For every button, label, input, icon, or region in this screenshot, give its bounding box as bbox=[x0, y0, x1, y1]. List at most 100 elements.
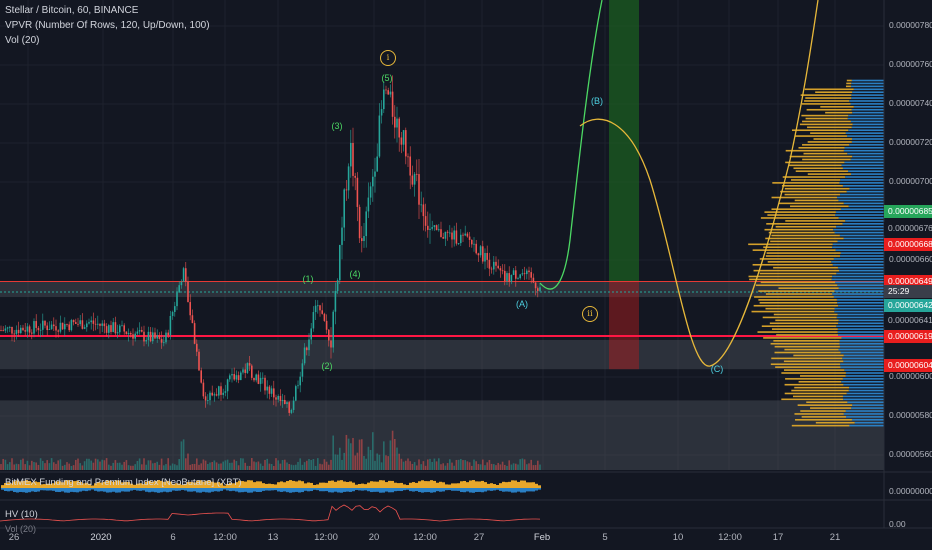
time-axis-label: 5 bbox=[602, 532, 608, 543]
volume-bar bbox=[145, 464, 147, 470]
vpvr-bar-up bbox=[769, 322, 839, 325]
candle-body bbox=[242, 369, 244, 373]
premium-bar bbox=[421, 488, 424, 493]
vpvr-bar-down bbox=[840, 366, 884, 368]
premium-bar bbox=[160, 488, 163, 493]
vpvr-bar-down bbox=[841, 337, 884, 339]
premium-bar bbox=[442, 488, 445, 492]
funding-bar bbox=[361, 483, 364, 488]
funding-bar bbox=[370, 481, 373, 488]
candle-body bbox=[17, 329, 20, 334]
funding-bar bbox=[199, 480, 202, 488]
volume-bar bbox=[462, 460, 464, 470]
candle-body bbox=[314, 305, 317, 313]
candle-body bbox=[26, 326, 29, 332]
funding-bar bbox=[367, 482, 370, 488]
premium-bar bbox=[511, 488, 514, 493]
volume-bar bbox=[427, 459, 429, 470]
vpvr-bar-down bbox=[851, 126, 884, 129]
funding-bar bbox=[262, 483, 265, 488]
volume-bar bbox=[341, 459, 343, 470]
volume-legend[interactable]: Vol (20) bbox=[5, 35, 40, 46]
funding-bar bbox=[409, 482, 412, 488]
candle-body bbox=[451, 232, 453, 240]
vpvr-bar-up bbox=[845, 85, 851, 88]
premium-bar bbox=[415, 488, 418, 492]
vpvr-bar-up bbox=[790, 205, 849, 208]
candle-body bbox=[330, 340, 332, 348]
vpvr-bar-up bbox=[752, 249, 836, 251]
vpvr-bar-up bbox=[820, 106, 854, 108]
volume-bar bbox=[270, 464, 273, 470]
bottom-volume-legend[interactable]: Vol (20) bbox=[5, 524, 37, 534]
candle-body bbox=[365, 211, 367, 237]
volume-bar bbox=[376, 453, 378, 470]
volume-bar bbox=[306, 460, 308, 470]
vpvr-bar-down bbox=[835, 249, 884, 251]
candle-body bbox=[90, 320, 92, 323]
candle-body bbox=[444, 231, 447, 239]
volume-bar bbox=[83, 461, 86, 470]
premium-bar bbox=[280, 488, 283, 492]
volume-bar bbox=[163, 465, 165, 470]
volume-bar bbox=[515, 463, 517, 470]
hv-legend[interactable]: HV (10) bbox=[5, 509, 38, 520]
vpvr-bar-down bbox=[849, 144, 884, 146]
funding-bar bbox=[25, 480, 28, 488]
volume-bar bbox=[196, 458, 198, 470]
funding-bar bbox=[457, 483, 460, 488]
funding-bar bbox=[352, 482, 355, 488]
vpvr-bar-up bbox=[785, 378, 843, 380]
premium-bar bbox=[433, 488, 436, 493]
volume-bar bbox=[374, 460, 376, 470]
vpvr-bar-up bbox=[806, 401, 848, 404]
premium-bar bbox=[346, 488, 349, 492]
vpvr-bar-up bbox=[794, 199, 839, 202]
volume-bar bbox=[284, 459, 286, 470]
candle-body bbox=[198, 351, 200, 371]
premium-bar bbox=[238, 488, 241, 493]
candle-body bbox=[233, 374, 235, 380]
funding-bar bbox=[145, 481, 148, 488]
funding-bar bbox=[499, 483, 502, 488]
volume-bar bbox=[220, 463, 222, 470]
vpvr-legend[interactable]: VPVR (Number Of Rows, 120, Up/Down, 100) bbox=[5, 20, 210, 31]
funding-bar bbox=[475, 481, 478, 488]
funding-legend[interactable]: BitMEX Funding and Premium Index [NeoBut… bbox=[5, 477, 242, 488]
candle-body bbox=[537, 288, 539, 291]
vpvr-bar-up bbox=[764, 211, 836, 213]
candle-body bbox=[209, 392, 211, 401]
wave-label: (A) bbox=[516, 299, 528, 309]
vpvr-bar-up bbox=[771, 357, 843, 360]
candle-body bbox=[290, 409, 293, 413]
vpvr-bar-down bbox=[845, 372, 884, 374]
volume-bar bbox=[101, 459, 103, 470]
premium-bar bbox=[361, 488, 364, 491]
vpvr-bar-up bbox=[785, 149, 844, 152]
volume-bar bbox=[237, 465, 240, 470]
volume-bar bbox=[72, 465, 75, 470]
candle-body bbox=[319, 305, 321, 311]
volume-bar bbox=[422, 461, 425, 470]
premium-bar bbox=[265, 488, 268, 491]
candle-body bbox=[488, 259, 491, 269]
candle-body bbox=[528, 270, 530, 273]
price-axis-label: 0.00000600 bbox=[889, 371, 932, 381]
candle-body bbox=[376, 156, 378, 172]
funding-bar bbox=[229, 482, 232, 488]
candle-body bbox=[484, 252, 486, 262]
vpvr-bar-up bbox=[748, 275, 833, 278]
premium-bar bbox=[184, 488, 187, 491]
funding-bar bbox=[460, 481, 463, 488]
candle-body bbox=[372, 176, 374, 187]
funding-bar bbox=[109, 480, 112, 488]
funding-bar bbox=[313, 484, 316, 488]
candle-body bbox=[141, 330, 143, 332]
volume-bar bbox=[33, 462, 35, 470]
vpvr-bar-down bbox=[847, 401, 884, 404]
volume-bar bbox=[497, 462, 499, 470]
vpvr-bar-down bbox=[834, 290, 884, 292]
vpvr-bar-up bbox=[757, 331, 838, 333]
premium-bar bbox=[79, 488, 82, 492]
